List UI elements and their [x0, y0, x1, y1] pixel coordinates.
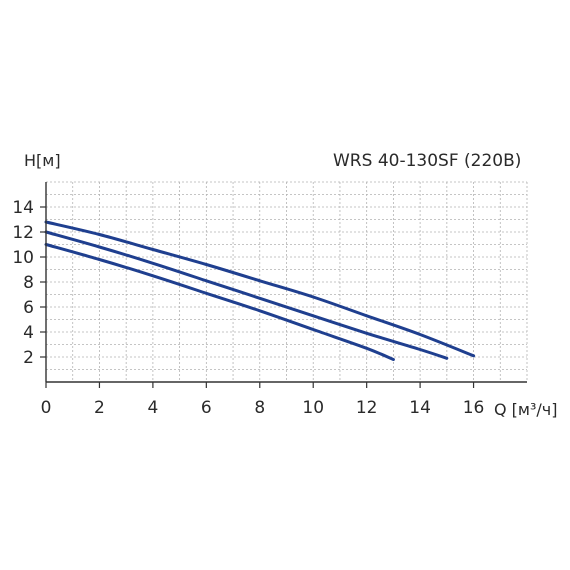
- grid: [46, 181, 528, 382]
- series-line-3: [44, 243, 395, 361]
- y-tick-label: 2: [23, 348, 34, 368]
- tick-labels: 0 2 4 6 8 10 12 14 16 2 4 6 8 10 12 14: [12, 198, 484, 418]
- y-tick-label: 10: [12, 248, 34, 268]
- x-tick-label: 2: [94, 398, 105, 418]
- x-tick-label: 14: [409, 398, 431, 418]
- y-tick-label: 8: [23, 273, 34, 293]
- y-axis-label: H[м]: [24, 151, 61, 170]
- x-tick-label: 10: [302, 398, 324, 418]
- y-tick-label: 12: [12, 223, 34, 243]
- x-tick-label: 6: [201, 398, 212, 418]
- series-line-2: [44, 230, 449, 360]
- y-tick-label: 4: [23, 323, 34, 343]
- x-tick-label: 4: [147, 398, 158, 418]
- y-tick-label: 6: [23, 298, 34, 318]
- x-tick-label: 12: [356, 398, 378, 418]
- chart-title: WRS 40-130SF (220В): [333, 151, 521, 171]
- series-line-1: [44, 220, 476, 358]
- y-tick-label: 14: [12, 198, 34, 218]
- x-tick-label: 8: [254, 398, 265, 418]
- x-axis-label: Q [м³/ч]: [494, 400, 558, 419]
- axes: [40, 182, 527, 388]
- x-tick-label: 16: [463, 398, 485, 418]
- x-tick-label: 0: [41, 398, 52, 418]
- series-group: [44, 220, 476, 361]
